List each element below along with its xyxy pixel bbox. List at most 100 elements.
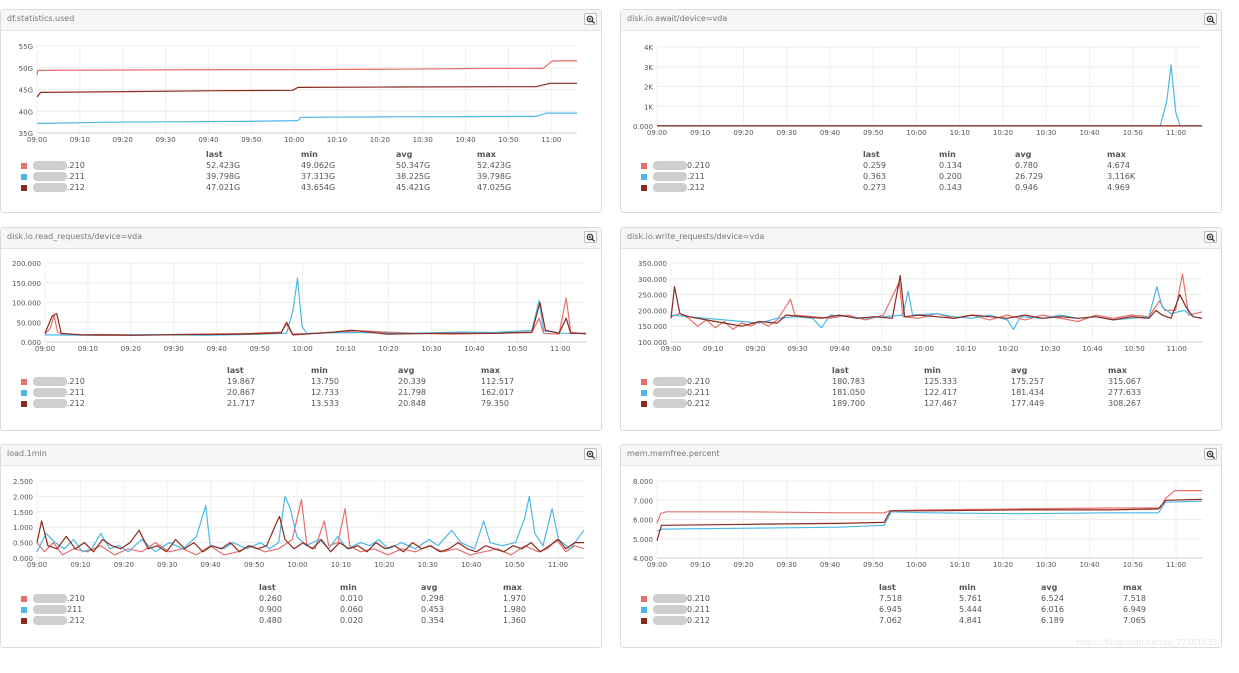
x-tick-label: 09:30 — [777, 561, 797, 569]
series-color-swatch — [641, 185, 647, 191]
legend-value-max: 3.116K — [1107, 172, 1136, 181]
series-color-swatch — [21, 163, 27, 169]
series-line — [670, 286, 1203, 330]
legend-row[interactable]: .210 19.867 13.750 20.339 112.517 — [1, 377, 601, 388]
panel-df-statistics-used: df.statistics.used 35G 40G 45G 50G 55G 09:00 0… — [0, 9, 602, 213]
x-tick-label: 10:40 — [461, 561, 481, 569]
legend-header-max: max — [503, 583, 522, 592]
legend-header-last: last — [863, 150, 880, 159]
legend-row[interactable]: .211 20.867 12.733 21.798 162.017 — [1, 388, 601, 399]
series-name: .211 — [687, 172, 705, 181]
panel-title: disk.io.write_requests/device=vda — [627, 232, 765, 241]
legend-row[interactable]: 0.210 7.518 5.761 6.524 7.518 — [621, 594, 1221, 605]
zoom-button[interactable] — [1204, 231, 1217, 243]
zoom-button[interactable] — [584, 231, 597, 243]
series-line — [36, 515, 584, 553]
redacted-hostname — [33, 377, 67, 386]
y-tick-label: 2.000 — [13, 493, 33, 501]
x-tick-label: 10:00 — [906, 129, 926, 137]
legend-value-min: 0.200 — [939, 172, 962, 181]
line-chart: 0.000 1K 2K 3K 4K 09:00 09:10 09:20 09:30 09:40 09… — [633, 44, 1202, 137]
y-tick-label: 3K — [644, 64, 653, 72]
legend-row[interactable]: 0.211 181.050 122.417 181.434 277.633 — [621, 388, 1221, 399]
legend-header-avg: avg — [421, 583, 438, 592]
x-tick-label: 10:10 — [327, 136, 347, 144]
legend-row[interactable]: .212 0.480 0.020 0.354 1.360 — [1, 616, 601, 627]
series-name: .211 — [67, 172, 85, 181]
legend-value-min: 43.654G — [301, 183, 336, 192]
x-tick-label: 10:20 — [993, 129, 1013, 137]
legend-row[interactable]: .210 0.260 0.010 0.298 1.970 — [1, 594, 601, 605]
legend-value-min: 37.313G — [301, 172, 336, 181]
legend-row[interactable]: .212 21.717 13.533 20.848 79.350 — [1, 399, 601, 410]
y-tick-label: 35G — [19, 130, 33, 138]
legend-value-max: 52.423G — [477, 161, 512, 170]
y-tick-label: 200.000 — [638, 307, 667, 315]
legend-value-max: 162.017 — [481, 388, 515, 397]
y-tick-label: 1.000 — [13, 524, 33, 532]
x-tick-label: 10:50 — [504, 561, 524, 569]
legend-value-max: 277.633 — [1108, 388, 1142, 397]
x-tick-label: 10:40 — [1082, 345, 1102, 353]
series-color-swatch — [641, 390, 647, 396]
legend-value-avg: 20.339 — [398, 377, 426, 386]
legend-value-last: 7.518 — [879, 594, 902, 603]
legend-header-last: last — [832, 366, 849, 375]
legend-value-avg: 175.257 — [1011, 377, 1045, 386]
zoom-button[interactable] — [584, 448, 597, 460]
series-name: 0.211 — [687, 605, 710, 614]
legend-header-avg: avg — [398, 366, 415, 375]
legend-header-min: min — [340, 583, 357, 592]
legend-value-min: 122.417 — [924, 388, 958, 397]
series-name: 0.211 — [687, 388, 710, 397]
legend-header-max: max — [1107, 150, 1126, 159]
zoom-button[interactable] — [1204, 448, 1217, 460]
series-name: 0.210 — [687, 377, 710, 386]
panel-title: disk.io.read_requests/device=vda — [7, 232, 143, 241]
legend-value-avg: 177.449 — [1011, 399, 1045, 408]
legend-row[interactable]: .210 52.423G 49.062G 50.347G 52.423G — [1, 161, 601, 172]
legend-row[interactable]: 0.212 7.062 4.841 6.189 7.065 — [621, 616, 1221, 627]
x-tick-label: 10:40 — [1079, 129, 1099, 137]
legend-value-max: 308.267 — [1108, 399, 1142, 408]
x-tick-label: 09:30 — [164, 345, 184, 353]
legend-row[interactable]: 0.210 180.783 125.333 175.257 315.067 — [621, 377, 1221, 388]
legend-row[interactable]: 0.212 189.700 127.467 177.449 308.267 — [621, 399, 1221, 410]
series-name: 211 — [67, 605, 83, 614]
x-tick-label: 10:30 — [1040, 345, 1060, 353]
legend-header-min: min — [311, 366, 328, 375]
legend-row[interactable]: 0.210 0.259 0.134 0.780 4.674 — [621, 161, 1221, 172]
series-color-swatch — [641, 401, 647, 407]
legend-row[interactable]: .211 39.798G 37.313G 38.225G 39.798G — [1, 172, 601, 183]
x-tick-label: 09:10 — [70, 561, 90, 569]
legend-value-min: 4.841 — [959, 616, 982, 625]
x-tick-label: 10:20 — [370, 136, 390, 144]
legend-row[interactable]: 0.211 6.945 5.444 6.016 6.949 — [621, 605, 1221, 616]
legend-row[interactable]: .212 0.273 0.143 0.946 4.969 — [621, 183, 1221, 194]
legend-value-last: 20.867 — [227, 388, 255, 397]
legend-value-avg: 6.189 — [1041, 616, 1064, 625]
panel-header: df.statistics.used — [1, 10, 601, 31]
x-tick-label: 09:50 — [863, 561, 883, 569]
legend-header-avg: avg — [1041, 583, 1058, 592]
zoom-button[interactable] — [584, 13, 597, 25]
legend-header-max: max — [481, 366, 500, 375]
line-chart: 100.000 150.000 200.000 250.000 300.000 350.0… — [638, 260, 1203, 353]
legend-header-min: min — [301, 150, 318, 159]
x-tick-label: 09:00 — [647, 561, 667, 569]
legend-value-avg: 0.453 — [421, 605, 444, 614]
legend-row[interactable]: .212 47.021G 43.654G 45.421G 47.025G — [1, 183, 601, 194]
redacted-hostname — [653, 183, 687, 192]
series-name: 0.212 — [687, 616, 710, 625]
series-name: .210 — [67, 377, 85, 386]
legend-value-last: 39.798G — [206, 172, 241, 181]
panel-load-1min: load.1min 0.000 0.500 1.000 1.500 2.000 2.500… — [0, 444, 602, 648]
x-tick-label: 10:10 — [335, 345, 355, 353]
legend-value-last: 0.273 — [863, 183, 886, 192]
zoom-button[interactable] — [1204, 13, 1217, 25]
series-line — [44, 277, 587, 336]
legend-row[interactable]: .211 0.363 0.200 26.729 3.116K — [621, 172, 1221, 183]
x-tick-label: 09:00 — [35, 345, 55, 353]
legend-row[interactable]: 211 0.900 0.060 0.453 1.980 — [1, 605, 601, 616]
x-tick-label: 10:10 — [956, 345, 976, 353]
